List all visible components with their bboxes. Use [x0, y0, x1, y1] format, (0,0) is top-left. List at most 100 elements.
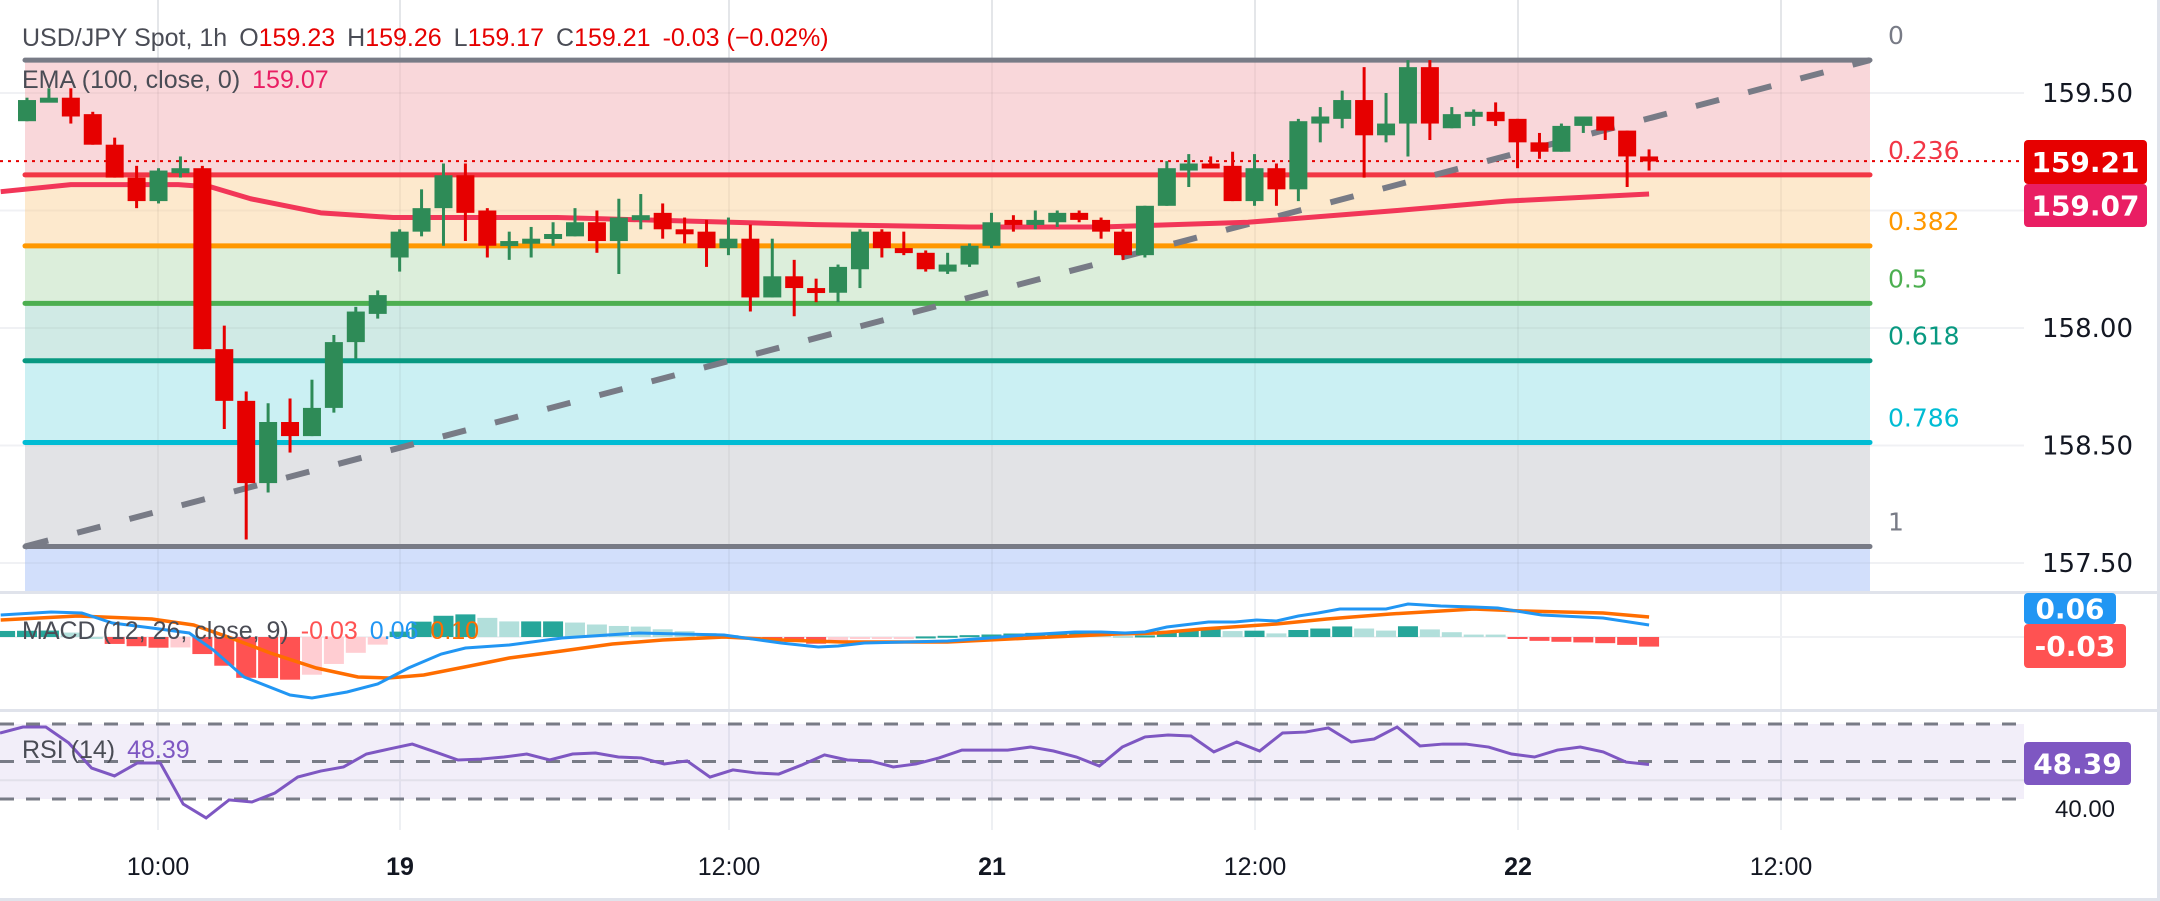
fib-zone-fill — [25, 360, 1870, 443]
candle-bearish — [1070, 212, 1089, 220]
candle-bullish — [302, 407, 321, 437]
candle-bullish — [324, 342, 343, 408]
candle-bullish — [1311, 116, 1330, 124]
macd-histogram-bar — [1288, 630, 1309, 637]
last-price-text: 159.21 — [2031, 146, 2139, 179]
candle-bullish — [829, 266, 848, 293]
rsi-legend-value: 48.39 — [127, 736, 190, 764]
macd-histogram-bar — [937, 635, 958, 638]
macd-histogram-bar — [17, 630, 37, 637]
candle-bearish — [1640, 156, 1659, 162]
macd-histogram-bar — [477, 617, 498, 637]
macd-histogram-bar — [148, 637, 169, 648]
candle-bullish — [390, 231, 409, 258]
time-axis-label: 19 — [386, 853, 414, 881]
macd-histogram-bar — [258, 637, 279, 679]
candle-bearish — [1486, 111, 1505, 122]
macd-histogram-bar — [1244, 630, 1265, 637]
macd-histogram-bar — [104, 637, 125, 644]
candle-bearish — [1530, 142, 1549, 152]
fib-level-label: 0.786 — [1888, 403, 1960, 432]
fib-zone-fill — [25, 174, 1870, 246]
candle-bullish — [1048, 212, 1067, 223]
time-axis-label: 12:00 — [1750, 853, 1813, 881]
macd-histogram-bar — [1529, 637, 1550, 641]
macd-histogram-bar — [1441, 632, 1462, 637]
macd-histogram-bar — [1507, 637, 1528, 639]
candle-bullish — [434, 175, 453, 209]
candle-bearish — [675, 229, 694, 235]
candle-bearish — [1355, 100, 1374, 136]
macd-histogram-bar — [981, 634, 1002, 637]
candle-bullish — [1574, 116, 1593, 126]
panel-divider — [0, 591, 2160, 594]
macd-histogram-bar — [608, 625, 629, 637]
candle-bullish — [544, 234, 563, 239]
macd-histogram-bar — [345, 637, 366, 653]
candle-bearish — [61, 97, 80, 117]
candle-bearish — [587, 222, 606, 242]
macd-histogram-bar — [543, 621, 564, 637]
macd-histogram-bar — [455, 614, 476, 637]
candle-bullish — [149, 170, 168, 202]
candle-bullish — [566, 222, 584, 237]
macd-hist-value-text: -0.03 — [2035, 630, 2116, 663]
candle-bullish — [18, 100, 36, 122]
macd-histogram-bar — [1639, 637, 1660, 647]
macd-legend-macd: 0.06 — [369, 617, 419, 645]
macd-histogram-bar — [959, 635, 980, 638]
candle-bearish — [237, 400, 256, 484]
candle-bullish — [412, 208, 431, 232]
candle-bullish — [1464, 111, 1483, 117]
candle-bullish — [346, 311, 365, 343]
rsi-axis-label: 40.00 — [2055, 796, 2115, 823]
macd-value-text: 0.06 — [2035, 593, 2104, 626]
macd-histogram-bar — [1463, 634, 1484, 637]
candle-bearish — [456, 175, 475, 213]
macd-histogram-bar — [1376, 630, 1397, 637]
candle-bearish — [1201, 163, 1220, 169]
macd-histogram-bar — [499, 621, 520, 637]
candle-bullish — [631, 215, 650, 221]
close-label: C — [556, 24, 575, 52]
candle-bearish — [1618, 130, 1637, 157]
macd-histogram-bar — [1419, 629, 1440, 637]
candle-bullish — [259, 422, 278, 484]
macd-histogram-bar — [192, 637, 213, 655]
symbol-title: USD/JPY Spot, 1h — [22, 24, 228, 52]
ema-legend-value: 159.07 — [252, 66, 329, 94]
fib-level-label: 0.236 — [1888, 136, 1960, 165]
price-axis-label: 158.50 — [2042, 432, 2133, 462]
macd-histogram-bar — [586, 624, 607, 637]
candle-bearish — [1223, 165, 1242, 202]
candle-bearish — [1114, 231, 1132, 256]
candle-bullish — [763, 276, 782, 298]
rsi-line — [0, 725, 1650, 820]
candle-bearish — [1596, 116, 1615, 131]
ema-legend[interactable]: EMA (100, close, 0) 159.07 — [22, 66, 341, 95]
candle-bearish — [478, 210, 497, 246]
candle-bearish — [741, 238, 760, 298]
time-axis-label: 21 — [978, 853, 1006, 881]
macd-histogram-bar — [126, 637, 147, 647]
macd-legend-hist: -0.03 — [300, 617, 358, 645]
candle-bearish — [697, 231, 716, 249]
candle-bearish — [785, 276, 804, 289]
macd-histogram-bar — [521, 621, 542, 637]
chart-border — [2157, 0, 2160, 901]
fib-level-label: 0 — [1888, 21, 1904, 50]
fib-extension-fill — [25, 546, 1870, 593]
open-label: O — [239, 24, 259, 52]
candle-bearish — [1420, 67, 1439, 124]
candle-bullish — [1157, 168, 1176, 206]
macd-legend[interactable]: MACD (12, 26, close, 9) -0.03 0.06 0.10 — [22, 617, 491, 646]
macd-histogram-bar — [1178, 630, 1199, 637]
candle-bearish — [653, 212, 672, 230]
candle-bearish — [127, 177, 146, 202]
macd-histogram-bar — [565, 622, 585, 637]
macd-histogram-bar — [1617, 637, 1638, 645]
macd-histogram-bar — [1595, 637, 1616, 644]
rsi-legend[interactable]: RSI (14) 48.39 — [22, 736, 202, 765]
rsi-legend-label: RSI (14) — [22, 736, 116, 764]
